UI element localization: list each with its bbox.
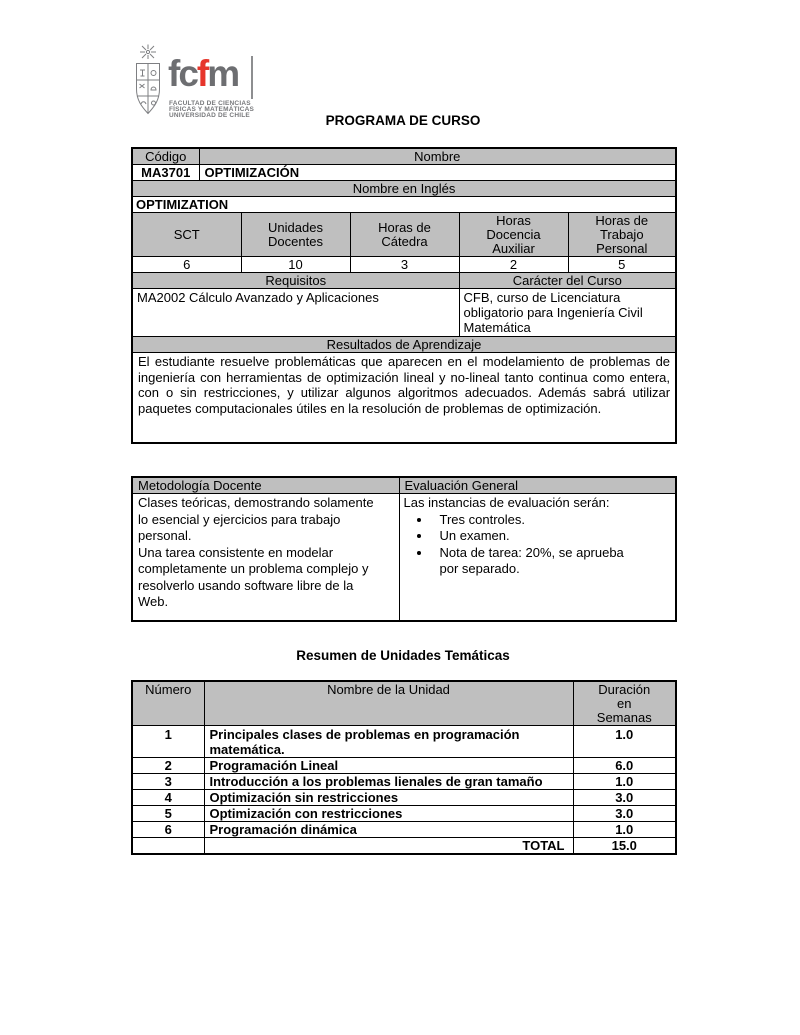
- codigo-header: Código: [131, 147, 200, 165]
- table-row: 2 Programación Lineal 6.0: [131, 757, 677, 774]
- unit-name: Optimización con restricciones: [203, 805, 574, 822]
- table-row: Metodología Docente Evaluación General: [131, 476, 677, 494]
- total-empty-cell: [131, 837, 205, 855]
- unit-duration: 3.0: [572, 805, 677, 822]
- table-row: Resultados de Aprendizaje: [131, 336, 677, 353]
- table-row: 6 Programación dinámica 1.0: [131, 821, 677, 838]
- requisitos-value: MA2002 Cálculo Avanzado y Aplicaciones: [131, 288, 460, 337]
- table-row: El estudiante resuelve problemáticas que…: [131, 352, 677, 443]
- horas-docencia-auxiliar-value: 2: [458, 256, 569, 273]
- table-row: SCT Unidades Docentes Horas de Cátedra H…: [131, 212, 677, 257]
- unit-duration: 1.0: [572, 821, 677, 838]
- table-row: 4 Optimización sin restricciones 3.0: [131, 789, 677, 806]
- total-label: TOTAL: [203, 837, 574, 855]
- unit-name: Principales clases de problemas en progr…: [203, 725, 574, 758]
- requisitos-header: Requisitos: [131, 272, 460, 289]
- page-title: PROGRAMA DE CURSO: [325, 113, 481, 128]
- unit-name: Programación dinámica: [203, 821, 574, 838]
- nombre-header: Nombre: [198, 147, 677, 165]
- unidades-docentes-value: 10: [240, 256, 351, 273]
- unit-name: Programación Lineal: [203, 757, 574, 774]
- table-row: 6 10 3 2 5: [131, 256, 677, 273]
- metodologia-content: Clases teóricas, demostrando solamente l…: [131, 493, 400, 621]
- unit-number: 6: [131, 821, 205, 838]
- numero-header: Número: [131, 680, 205, 726]
- table-row: MA3701 OPTIMIZACIÓN: [131, 164, 677, 181]
- faculty-name-line2: FÍSICAS Y MATEMÁTICAS: [169, 105, 255, 113]
- evaluacion-content: Las instancias de evaluación serán: Tres…: [398, 493, 677, 621]
- table-row: Requisitos Carácter del Curso: [131, 272, 677, 289]
- unit-name: Introducción a los problemas lienales de…: [203, 773, 574, 790]
- faculty-name-line3: UNIVERSIDAD DE CHILE: [169, 111, 250, 119]
- fcfm-letters-gray1: fc: [168, 53, 199, 94]
- unit-name: Optimización sin restricciones: [203, 789, 574, 806]
- table-row: Nombre en Inglés: [131, 180, 677, 197]
- table-row: OPTIMIZATION: [131, 196, 677, 213]
- unit-duration: 1.0: [572, 773, 677, 790]
- duracion-header: Duración en Semanas: [572, 680, 677, 726]
- nombre-unidad-header: Nombre de la Unidad: [203, 680, 574, 726]
- faculty-name: FACULTAD DE CIENCIAS FÍSICAS Y MATEMÁTIC…: [169, 100, 255, 119]
- course-info-table: Código Nombre MA3701 OPTIMIZACIÓN Nombre…: [131, 147, 678, 444]
- resultados-header: Resultados de Aprendizaje: [131, 336, 677, 353]
- nombre-ingles-header: Nombre en Inglés: [131, 180, 677, 197]
- total-value: 15.0: [572, 837, 677, 855]
- table-row: Clases teóricas, demostrando solamente l…: [131, 493, 677, 621]
- sct-value: 6: [131, 256, 242, 273]
- fcfm-logo: fcfm FACULTAD DE CIENCIAS FÍSICAS Y MATE…: [131, 42, 271, 122]
- horas-catedra-value: 3: [349, 256, 460, 273]
- faculty-name-line1: FACULTAD DE CIENCIAS: [169, 100, 251, 107]
- units-table: Número Nombre de la Unidad Duración en S…: [131, 680, 677, 855]
- units-section-heading: Resumen de Unidades Temáticas: [296, 648, 510, 663]
- caracter-header: Carácter del Curso: [458, 272, 677, 289]
- unit-duration: 1.0: [572, 725, 677, 758]
- university-crest-icon: [136, 44, 160, 115]
- unit-number: 5: [131, 805, 205, 822]
- evaluacion-intro: Las instancias de evaluación serán:: [403, 495, 610, 510]
- table-row: 1 Principales clases de problemas en pro…: [131, 725, 677, 758]
- horas-catedra-header: Horas de Cátedra: [349, 212, 460, 257]
- list-item: Nota de tarea: 20%, se aprueba por separ…: [432, 545, 674, 578]
- horas-trabajo-personal-value: 5: [567, 256, 677, 273]
- unit-duration: 6.0: [572, 757, 677, 774]
- fcfm-letter-red: f: [196, 53, 209, 94]
- caracter-value: CFB, curso de Licenciatura obligatorio p…: [458, 288, 677, 337]
- unit-number: 3: [131, 773, 205, 790]
- unit-number: 4: [131, 789, 205, 806]
- list-item: Un examen.: [432, 528, 674, 545]
- metodologia-paragraph-2: Una tarea consistente en modelar complet…: [138, 544, 369, 610]
- table-row: TOTAL 15.0: [131, 837, 677, 855]
- evaluacion-bullet-list: Tres controles. Un examen. Nota de tarea…: [411, 512, 674, 578]
- table-row: 3 Introducción a los problemas lienales …: [131, 773, 677, 790]
- table-row: 5 Optimización con restricciones 3.0: [131, 805, 677, 822]
- logo-divider-bar: [251, 56, 253, 99]
- metodologia-evaluacion-table: Metodología Docente Evaluación General C…: [131, 476, 677, 622]
- unidades-docentes-header: Unidades Docentes: [240, 212, 351, 257]
- fcfm-letters-gray2: m: [207, 53, 240, 94]
- table-row: MA2002 Cálculo Avanzado y Aplicaciones C…: [131, 288, 677, 337]
- metodologia-paragraph-1: Clases teóricas, demostrando solamente l…: [138, 495, 374, 543]
- horas-docencia-auxiliar-header: Horas Docencia Auxiliar: [458, 212, 569, 257]
- unit-duration: 3.0: [572, 789, 677, 806]
- horas-trabajo-personal-header: Horas de Trabajo Personal: [567, 212, 677, 257]
- fcfm-wordmark: fcfm: [168, 53, 240, 94]
- codigo-value: MA3701: [131, 164, 200, 181]
- metodologia-header: Metodología Docente: [131, 476, 400, 494]
- table-row: Número Nombre de la Unidad Duración en S…: [131, 680, 677, 726]
- sct-header: SCT: [131, 212, 242, 257]
- resultados-value: El estudiante resuelve problemáticas que…: [131, 352, 677, 443]
- nombre-ingles-value: OPTIMIZATION: [131, 196, 677, 213]
- table-row: Código Nombre: [131, 147, 677, 165]
- evaluacion-header: Evaluación General: [398, 476, 677, 494]
- list-item: Tres controles.: [432, 512, 674, 529]
- unit-number: 2: [131, 757, 205, 774]
- unit-number: 1: [131, 725, 205, 758]
- nombre-value: OPTIMIZACIÓN: [198, 164, 677, 181]
